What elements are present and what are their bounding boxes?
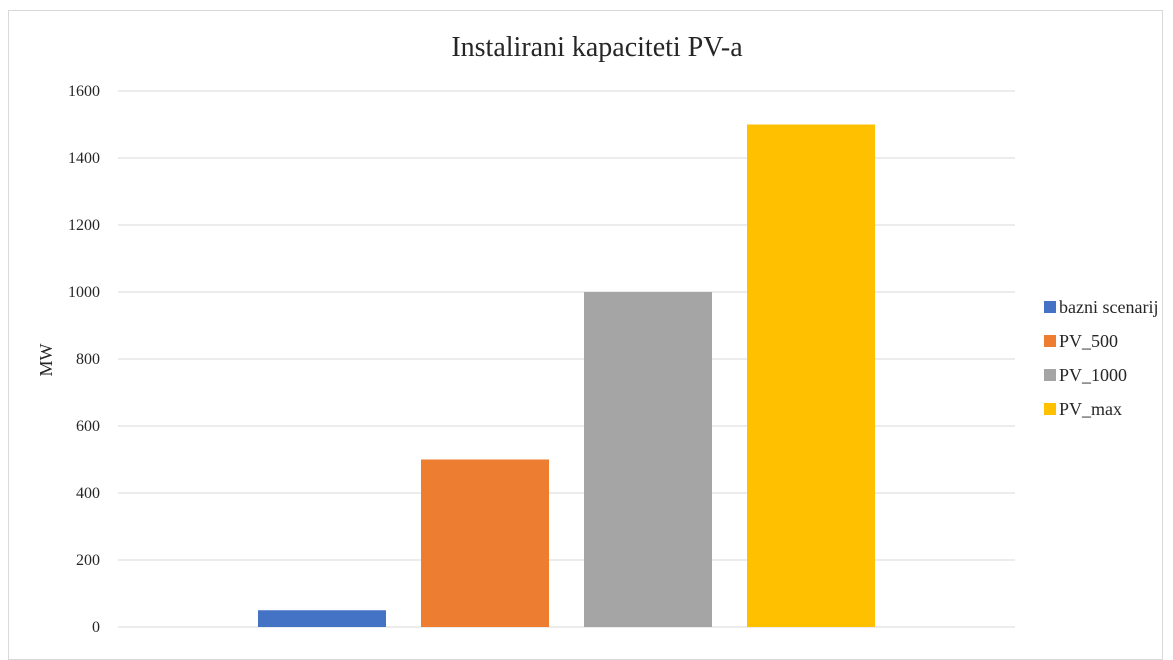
bar-pv-max <box>747 124 875 627</box>
legend-swatch <box>1044 403 1056 415</box>
y-axis-label: MW <box>36 343 56 376</box>
legend-swatch <box>1044 369 1056 381</box>
legend-swatch <box>1044 335 1056 347</box>
y-tick-label: 200 <box>76 552 100 569</box>
y-tick-label: 1600 <box>68 83 100 100</box>
bar-bazni-scenarij <box>258 610 386 627</box>
legend-label: PV_500 <box>1059 331 1118 351</box>
y-tick-label: 800 <box>76 351 100 368</box>
chart-title: Instalirani kapaciteti PV-a <box>451 32 743 63</box>
y-tick-label: 0 <box>92 619 100 636</box>
legend-label: bazni scenarij <box>1059 297 1158 317</box>
y-tick-label: 400 <box>76 485 100 502</box>
legend-label: PV_1000 <box>1059 365 1127 385</box>
grid-lines <box>118 90 1015 628</box>
y-tick-label: 1200 <box>68 217 100 234</box>
bars <box>258 124 875 627</box>
legend: bazni scenarij PV_500 PV_1000 PV_max <box>1044 297 1158 419</box>
y-tick-label: 1000 <box>68 284 100 301</box>
legend-swatch <box>1044 301 1056 313</box>
bar-pv-500 <box>421 459 549 627</box>
y-tick-label: 600 <box>76 418 100 435</box>
y-axis-ticks: 0 200 400 600 800 1000 1200 1400 1600 <box>68 83 100 636</box>
y-tick-label: 1400 <box>68 150 100 167</box>
bar-pv-1000 <box>584 292 712 627</box>
legend-label: PV_max <box>1059 399 1122 419</box>
